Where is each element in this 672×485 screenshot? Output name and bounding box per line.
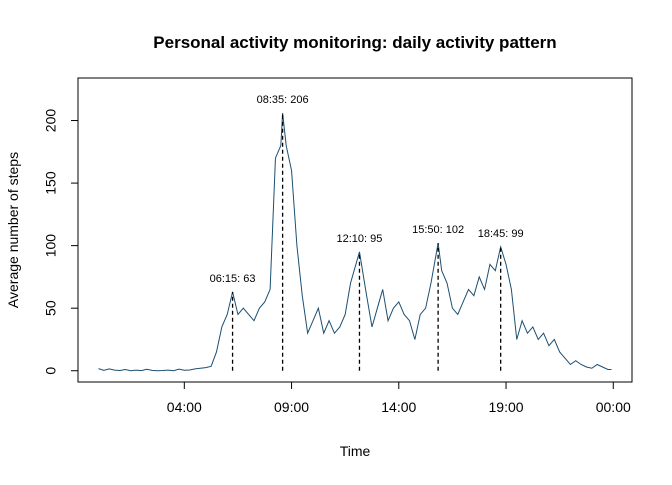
peak-label: 18:45: 99 — [478, 228, 524, 240]
y-tick-label: 100 — [43, 234, 59, 258]
peak-label: 06:15: 63 — [210, 273, 256, 285]
y-tick-label: 200 — [43, 109, 59, 133]
x-tick-label: 00:00 — [596, 399, 631, 415]
chart-title: Personal activity monitoring: daily acti… — [153, 33, 556, 52]
plot-box — [77, 77, 633, 383]
x-tick-label: 14:00 — [381, 399, 416, 415]
x-tick-label: 19:00 — [489, 399, 524, 415]
y-tick-label: 0 — [43, 367, 59, 375]
x-tick-label: 04:00 — [167, 399, 202, 415]
y-tick-label: 50 — [43, 300, 59, 316]
peak-label: 08:35: 206 — [257, 94, 309, 106]
y-axis-label: Average number of steps — [5, 152, 21, 308]
peak-label: 12:10: 95 — [337, 233, 383, 245]
x-tick-label: 09:00 — [274, 399, 309, 415]
data-line — [98, 112, 612, 372]
peak-label: 15:50: 102 — [412, 224, 464, 236]
y-tick-label: 150 — [43, 171, 59, 195]
x-axis-label: Time — [340, 443, 371, 459]
